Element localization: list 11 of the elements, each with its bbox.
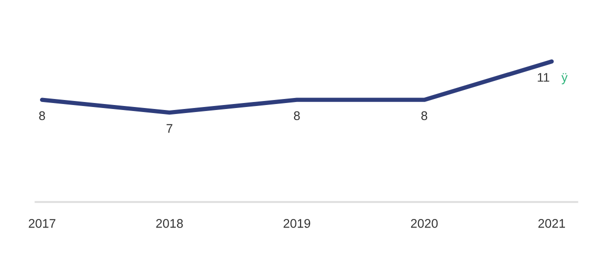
data-label: 8	[421, 111, 428, 120]
data-label: 11	[538, 73, 550, 82]
x-tick-label: 2017	[28, 219, 56, 228]
x-tick-label: 2021	[538, 219, 565, 228]
data-label: 7	[166, 124, 172, 133]
x-tick-label: 2018	[156, 219, 183, 228]
x-tick-label: 2019	[284, 219, 310, 228]
x-tick-label: 2020	[410, 219, 438, 228]
annotation: ÿ	[561, 73, 568, 84]
data-label: 8	[39, 111, 46, 120]
data-label: 8	[294, 111, 300, 120]
